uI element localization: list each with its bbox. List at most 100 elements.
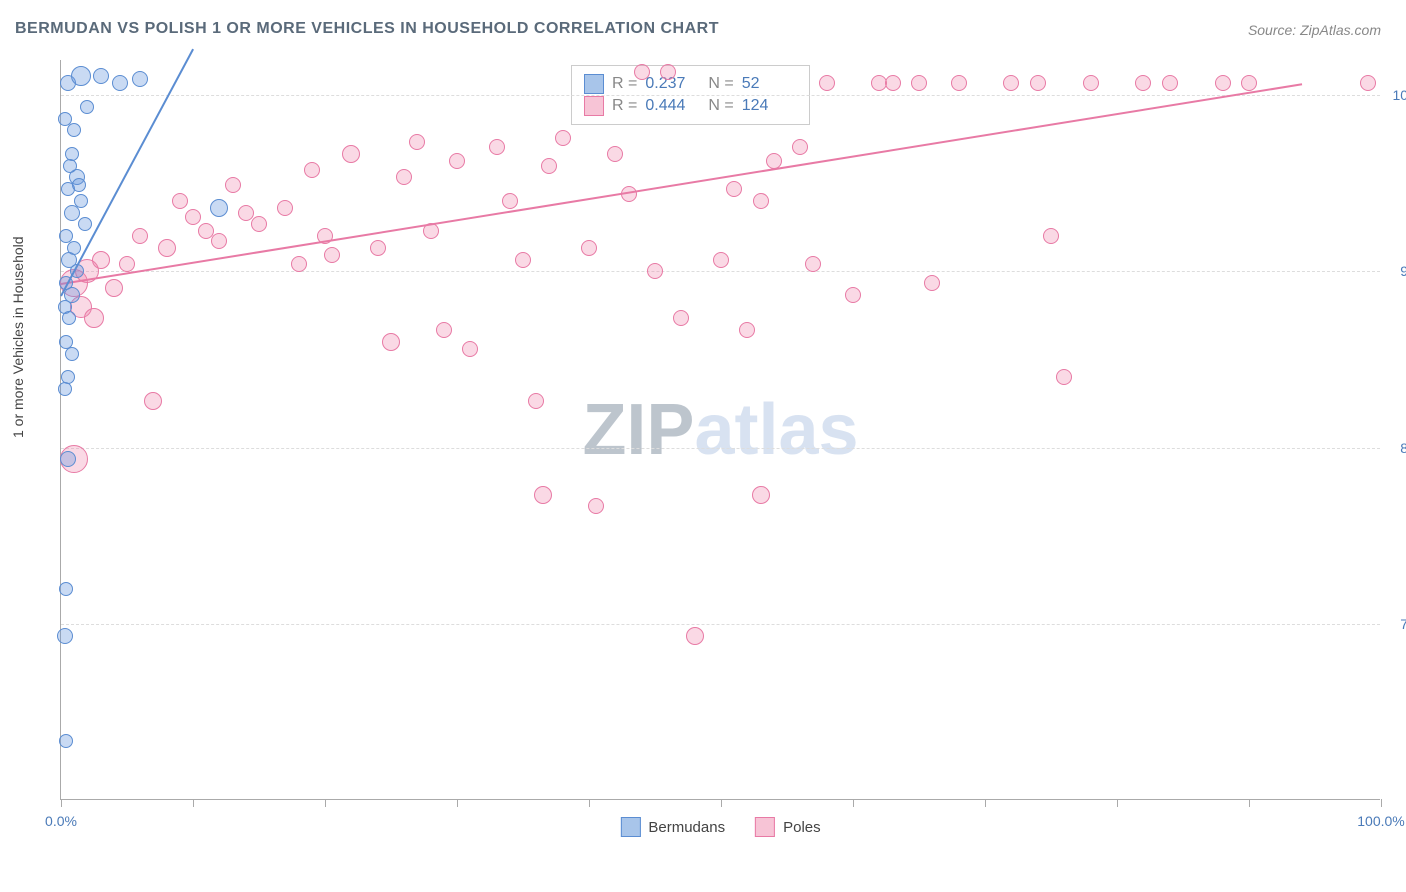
source-attribution: Source: ZipAtlas.com <box>1248 22 1381 38</box>
data-point <box>1083 75 1099 91</box>
y-tick-label: 85.0% <box>1400 440 1406 456</box>
legend-row-poles: R = 0.444 N = 124 <box>584 96 797 116</box>
data-point <box>64 205 80 221</box>
data-point <box>59 734 73 748</box>
data-point <box>489 139 505 155</box>
data-point <box>739 322 755 338</box>
data-point <box>924 275 940 291</box>
swatch-poles <box>584 96 604 116</box>
data-point <box>105 279 123 297</box>
data-point <box>342 145 360 163</box>
data-point <box>792 139 808 155</box>
data-point <box>588 498 604 514</box>
data-point <box>382 333 400 351</box>
swatch-bermudans-icon <box>620 817 640 837</box>
data-point <box>62 311 76 325</box>
data-point <box>911 75 927 91</box>
gridline <box>61 624 1380 625</box>
legend-item-bermudans: Bermudans <box>620 817 725 837</box>
data-point <box>304 162 320 178</box>
gridline <box>61 271 1380 272</box>
data-point <box>251 216 267 232</box>
data-point <box>528 393 544 409</box>
data-point <box>370 240 386 256</box>
gridline <box>61 95 1380 96</box>
data-point <box>1030 75 1046 91</box>
swatch-bermudans <box>584 74 604 94</box>
series-legend: Bermudans Poles <box>620 817 820 837</box>
data-point <box>1043 228 1059 244</box>
data-point <box>58 382 72 396</box>
data-point <box>1360 75 1376 91</box>
data-point <box>634 64 650 80</box>
data-point <box>449 153 465 169</box>
data-point <box>462 341 478 357</box>
watermark: ZIPatlas <box>582 389 858 471</box>
x-tick <box>1117 799 1118 807</box>
data-point <box>673 310 689 326</box>
y-axis-label: 1 or more Vehicles in Household <box>10 236 26 438</box>
data-point <box>80 100 94 114</box>
data-point <box>92 251 110 269</box>
y-tick-label: 100.0% <box>1393 87 1406 103</box>
x-tick <box>61 799 62 807</box>
data-point <box>144 392 162 410</box>
data-point <box>515 252 531 268</box>
data-point <box>726 181 742 197</box>
data-point <box>119 256 135 272</box>
data-point <box>1135 75 1151 91</box>
data-point <box>845 287 861 303</box>
data-point <box>72 178 86 192</box>
data-point <box>132 228 148 244</box>
data-point <box>59 582 73 596</box>
x-tick <box>589 799 590 807</box>
data-point <box>409 134 425 150</box>
data-point <box>60 451 76 467</box>
gridline <box>61 448 1380 449</box>
data-point <box>238 205 254 221</box>
data-point <box>436 322 452 338</box>
data-point <box>660 64 676 80</box>
x-tick <box>721 799 722 807</box>
data-point <box>534 486 552 504</box>
data-point <box>172 193 188 209</box>
x-tick <box>457 799 458 807</box>
data-point <box>67 123 81 137</box>
data-point <box>158 239 176 257</box>
data-point <box>753 193 769 209</box>
data-point <box>185 209 201 225</box>
x-tick <box>193 799 194 807</box>
data-point <box>112 75 128 91</box>
data-point <box>686 627 704 645</box>
x-tick-label: 0.0% <box>45 813 77 829</box>
data-point <box>607 146 623 162</box>
data-point <box>555 130 571 146</box>
data-point <box>541 158 557 174</box>
data-point <box>713 252 729 268</box>
chart-title: BERMUDAN VS POLISH 1 OR MORE VEHICLES IN… <box>15 20 719 38</box>
data-point <box>885 75 901 91</box>
data-point <box>819 75 835 91</box>
data-point <box>396 169 412 185</box>
y-tick-label: 92.5% <box>1400 263 1406 279</box>
data-point <box>63 159 77 173</box>
data-point <box>78 217 92 231</box>
legend-item-poles: Poles <box>755 817 821 837</box>
x-tick <box>1249 799 1250 807</box>
x-tick <box>1381 799 1382 807</box>
data-point <box>581 240 597 256</box>
data-point <box>951 75 967 91</box>
data-point <box>65 347 79 361</box>
data-point <box>225 177 241 193</box>
data-point <box>1241 75 1257 91</box>
data-point <box>324 247 340 263</box>
x-tick-label: 100.0% <box>1357 813 1404 829</box>
data-point <box>1162 75 1178 91</box>
data-point <box>752 486 770 504</box>
legend-row-bermudans: R = 0.237 N = 52 <box>584 74 797 94</box>
data-point <box>84 308 104 328</box>
data-point <box>71 66 91 86</box>
data-point <box>57 628 73 644</box>
swatch-poles-icon <box>755 817 775 837</box>
data-point <box>211 233 227 249</box>
